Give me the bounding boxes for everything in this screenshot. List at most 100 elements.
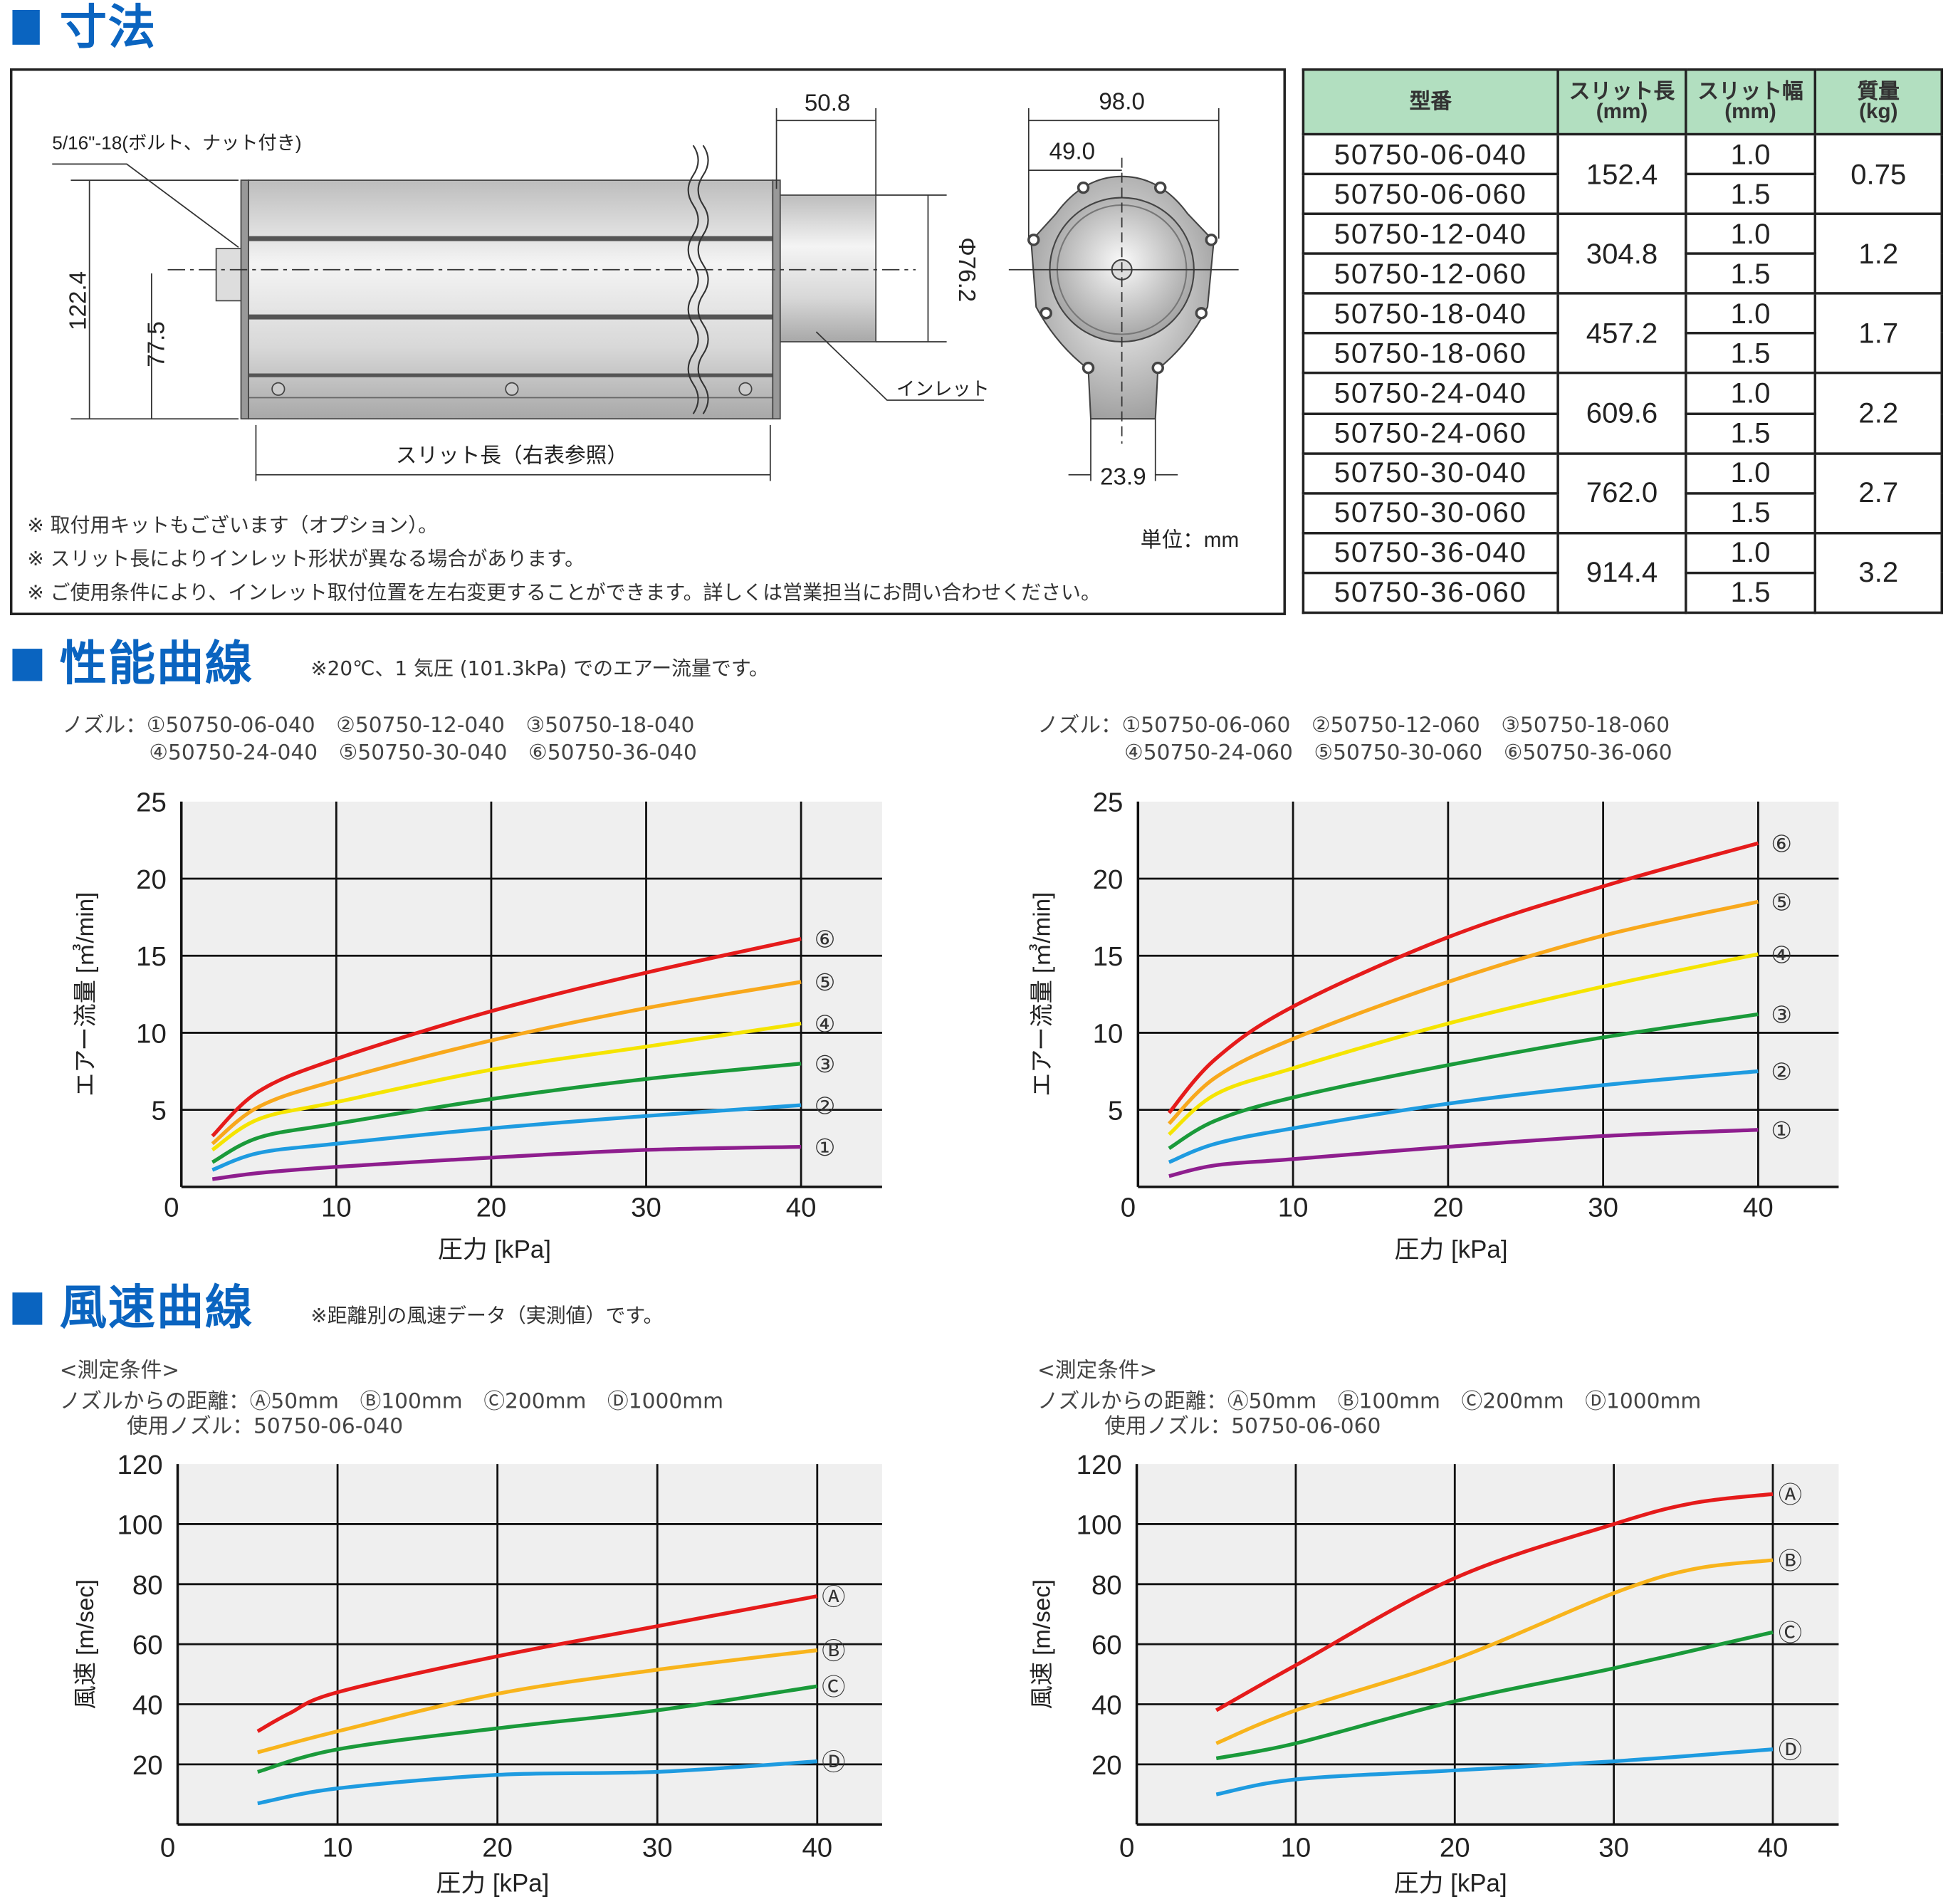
mass-cell: 2.7 (1813, 451, 1944, 535)
y-tick-label: 40 (1091, 1690, 1122, 1720)
y-tick-label: 10 (1093, 1018, 1124, 1049)
x-tick-label: 30 (1598, 1833, 1629, 1863)
slit-width-cell: 1.5 (1685, 491, 1817, 535)
series-end-label: ② (815, 1093, 836, 1119)
model-cell: 50750-36-060 (1302, 571, 1559, 614)
wind-left-conditions: ノズルからの距離：Ⓐ50mm Ⓑ100mm Ⓒ200mm Ⓓ1000mm (59, 1389, 724, 1415)
series-end-label: Ⓒ (1779, 1621, 1802, 1647)
mass-cell: 1.2 (1813, 212, 1944, 295)
x-tick-label: 0 (164, 1193, 179, 1223)
x-tick-label: 40 (786, 1193, 817, 1223)
slit-width-cell: 1.0 (1685, 292, 1817, 335)
slit-width-cell: 1.5 (1685, 332, 1817, 375)
x-tick-label: 30 (1588, 1193, 1618, 1223)
dim-height-total: 122.4 (65, 271, 91, 330)
perf-right-legend: ノズル：①50750-06-060 ②50750-12-060 ③50750-1… (1037, 713, 1670, 738)
nozzle-drawing: 5/16"-18(ボルト、ナット付き) 122.4 77.5 50.8 Φ76.… (52, 89, 1239, 552)
slit-width-cell: 1.0 (1685, 451, 1817, 495)
wind-title: 風速曲線 (59, 1280, 253, 1335)
x-tick-label: 10 (321, 1193, 352, 1223)
slit-width-cell: 1.0 (1685, 132, 1817, 176)
model-cell: 50750-18-040 (1302, 292, 1559, 335)
series-end-label: ④ (815, 1012, 836, 1038)
wind-left-conditions: 使用ノズル：50750-06-040 (126, 1414, 404, 1440)
nozzle-side-view (215, 179, 877, 420)
y-tick-label: 80 (1091, 1570, 1122, 1601)
performance-title: 性能曲線 (59, 636, 253, 691)
table-row: 50750-18-060 1.5 (1302, 332, 1942, 375)
y-axis-label: 風速 [m/sec] (73, 1579, 99, 1709)
slit-length-cell: 457.2 (1556, 292, 1687, 375)
table-row: 50750-12-060 1.5 (1302, 252, 1942, 295)
perf-left-legend: ノズル：①50750-06-040 ②50750-12-040 ③50750-1… (62, 713, 695, 738)
slit-width-cell: 1.0 (1685, 531, 1817, 575)
x-tick-label: 40 (1758, 1833, 1789, 1863)
model-cell: 50750-30-060 (1302, 491, 1559, 535)
header-mass: 質量 (kg) (1813, 68, 1944, 136)
mass-cell: 2.2 (1813, 372, 1944, 455)
x-tick-label: 0 (1121, 1193, 1136, 1223)
x-tick-label: 20 (476, 1193, 507, 1223)
y-tick-label: 60 (132, 1630, 163, 1660)
series-line-1 (211, 1103, 802, 1172)
series-end-label: ⑤ (1771, 890, 1792, 916)
model-cell: 50750-24-060 (1302, 412, 1559, 455)
x-tick-label: 40 (1743, 1193, 1774, 1223)
x-tick-label: 20 (1440, 1833, 1470, 1863)
y-tick-label: 10 (136, 1018, 167, 1049)
mass-cell: 1.7 (1813, 292, 1944, 375)
series-end-label: Ⓒ (822, 1674, 845, 1700)
y-tick-label: 5 (151, 1096, 166, 1126)
series-line-3 (1215, 1747, 1774, 1796)
x-tick-label: 20 (1433, 1193, 1464, 1223)
slit-length-cell: 762.0 (1556, 451, 1687, 535)
y-tick-label: 5 (1108, 1096, 1123, 1126)
table-row: 50750-06-040 152.4 1.0 0.75 (1302, 132, 1944, 216)
unit-label: 単位：mm (1141, 528, 1239, 552)
series-end-label: ① (815, 1135, 836, 1161)
series-end-label: Ⓑ (822, 1638, 845, 1665)
series-line-1 (1168, 1069, 1759, 1164)
bolt-label: 5/16"-18(ボルト、ナット付き) (52, 132, 301, 153)
x-tick-label: 10 (1281, 1833, 1311, 1863)
performance-note: ※20℃、1 気圧 (101.3kPa) でのエアー流量です。 (310, 656, 769, 680)
table-row: 50750-24-040 609.6 1.0 2.2 (1302, 372, 1944, 455)
x-tick-label: 10 (323, 1833, 353, 1863)
slit-width-cell: 1.5 (1685, 412, 1817, 455)
series-end-label: ⑥ (1771, 831, 1792, 857)
model-cell: 50750-06-040 (1302, 132, 1559, 176)
model-cell: 50750-06-060 (1302, 172, 1559, 216)
section-marker-icon (12, 649, 43, 681)
break-line (687, 145, 709, 414)
slit-length-label: スリット長（右表参照） (396, 444, 628, 467)
series-end-label: ⑤ (815, 970, 836, 996)
model-cell: 50750-12-040 (1302, 212, 1559, 256)
section-marker-icon (12, 9, 40, 45)
series-end-label: Ⓐ (1779, 1482, 1802, 1508)
drawing-note: ※ ご使用条件により、インレット取付位置を左右変更することができます。詳しくは営… (27, 580, 1101, 605)
wind-left-conditions: <測定条件> (59, 1358, 180, 1383)
dim-neck: 23.9 (1100, 464, 1146, 491)
series-line-3 (1168, 952, 1759, 1136)
x-axis-label: 圧力 [kPa] (1394, 1869, 1507, 1897)
table-row: 50750-36-060 1.5 (1302, 571, 1942, 614)
series-end-label: ③ (815, 1052, 836, 1078)
model-cell: 50750-12-060 (1302, 252, 1559, 295)
header-slit-length: スリット長 (mm) (1556, 68, 1687, 136)
x-axis-label: 圧力 [kPa] (438, 1235, 551, 1263)
y-tick-label: 20 (132, 1750, 163, 1781)
y-tick-label: 15 (1093, 941, 1124, 972)
dim-width: 98.0 (1099, 89, 1145, 115)
wind-right-conditions: ノズルからの距離：Ⓐ50mm Ⓑ100mm Ⓒ200mm Ⓓ1000mm (1037, 1389, 1702, 1415)
series-line-2 (257, 1684, 818, 1774)
perf-right-legend: ④50750-24-060 ⑤50750-30-060 ⑥50750-36-06… (1124, 741, 1672, 766)
series-end-label: ④ (1771, 942, 1792, 968)
table-row: 50750-30-060 1.5 (1302, 491, 1942, 535)
y-tick-label: 25 (1093, 788, 1124, 818)
series-end-label: Ⓓ (822, 1749, 845, 1776)
dimensions-title: 寸法 (59, 0, 157, 55)
series-end-label: ③ (1771, 1003, 1792, 1029)
series-line-0 (211, 1144, 802, 1181)
slit-length-cell: 304.8 (1556, 212, 1687, 295)
series-line-4 (1168, 899, 1759, 1125)
